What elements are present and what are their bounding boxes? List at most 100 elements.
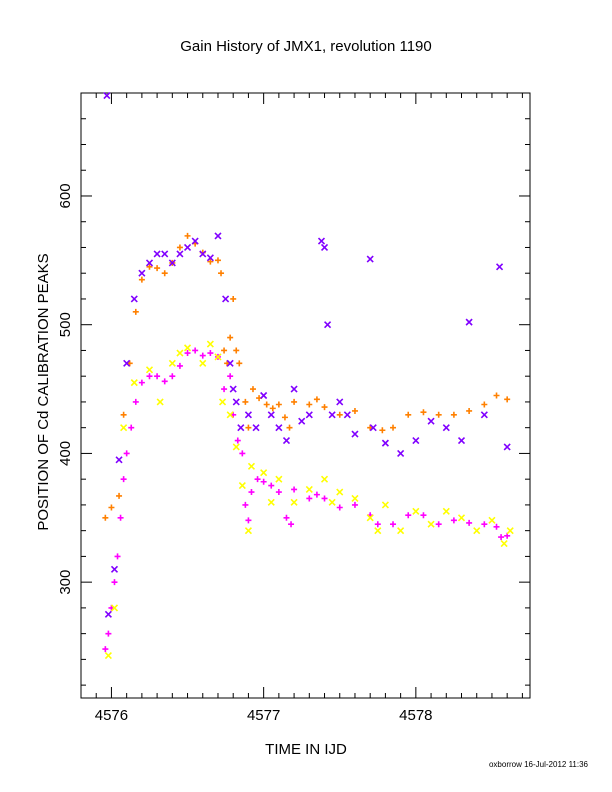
data-point — [480, 411, 488, 419]
data-point — [281, 414, 288, 421]
data-point — [275, 475, 283, 483]
data-point — [156, 398, 164, 406]
data-point — [481, 521, 488, 528]
data-point — [248, 489, 255, 496]
data-point — [420, 409, 427, 416]
data-point — [145, 259, 154, 267]
data-point — [104, 651, 112, 660]
data-point — [138, 379, 145, 386]
data-points — [102, 92, 514, 660]
data-point — [282, 436, 291, 445]
data-point — [390, 521, 397, 528]
data-point — [412, 436, 420, 445]
data-point — [313, 396, 320, 403]
data-point — [245, 424, 252, 431]
data-point — [199, 352, 206, 359]
data-point — [366, 514, 374, 522]
y-tick-label: 400 — [57, 441, 74, 466]
data-point — [227, 334, 234, 341]
data-point — [397, 449, 405, 457]
data-point — [114, 553, 121, 560]
data-point — [103, 92, 111, 100]
data-point — [466, 407, 473, 414]
data-point — [168, 259, 176, 267]
data-point — [244, 411, 252, 419]
data-point — [233, 347, 240, 354]
data-point — [503, 443, 511, 451]
data-point — [102, 646, 109, 653]
y-axis: 300 400 500 600 — [57, 92, 530, 686]
data-point — [412, 507, 420, 515]
data-point — [351, 494, 359, 503]
data-point — [351, 430, 359, 438]
data-point — [427, 520, 435, 528]
data-point — [435, 521, 442, 528]
data-point — [132, 398, 139, 405]
data-point — [110, 565, 119, 573]
data-point — [286, 424, 293, 431]
data-point — [283, 514, 290, 521]
series-0 — [102, 232, 511, 521]
y-tick-label: 600 — [57, 183, 74, 208]
data-point — [252, 424, 260, 432]
data-point — [328, 498, 336, 506]
data-point — [291, 398, 298, 405]
data-point — [244, 527, 252, 535]
data-point — [218, 398, 227, 406]
data-point — [245, 517, 252, 524]
data-point — [123, 450, 130, 457]
data-point — [369, 424, 377, 432]
data-point — [263, 401, 270, 408]
data-point — [260, 469, 268, 477]
data-point — [298, 417, 306, 425]
data-point — [146, 263, 153, 270]
data-point — [214, 353, 222, 361]
data-point — [336, 488, 344, 496]
data-point — [214, 232, 222, 240]
data-point — [236, 360, 243, 367]
data-point — [328, 411, 336, 419]
data-point — [351, 501, 358, 508]
data-point — [290, 498, 298, 506]
data-point — [254, 476, 261, 483]
data-point — [161, 270, 168, 277]
data-point — [442, 507, 450, 515]
data-point — [374, 521, 381, 528]
data-point — [366, 255, 374, 263]
data-point — [493, 392, 500, 399]
data-point — [379, 427, 386, 434]
data-point — [495, 263, 504, 271]
data-point — [405, 411, 412, 418]
data-point — [222, 295, 230, 303]
data-point — [249, 386, 256, 393]
data-point — [267, 411, 275, 419]
data-point — [184, 350, 191, 357]
data-point — [320, 475, 329, 483]
data-point — [504, 532, 511, 539]
data-point — [138, 269, 146, 277]
x-tick-label: 4578 — [399, 707, 432, 724]
data-point — [115, 456, 123, 464]
data-point — [435, 411, 442, 418]
data-point — [291, 486, 298, 493]
data-point — [206, 340, 214, 348]
data-point — [305, 485, 313, 494]
data-point — [206, 254, 214, 262]
data-point — [343, 411, 351, 419]
data-point — [390, 424, 397, 431]
chart-title: Gain History of JMX1, revolution 1190 — [180, 38, 432, 55]
data-point — [120, 411, 127, 418]
data-point — [288, 521, 295, 528]
x-axis: 4576 4577 4578 — [80, 93, 523, 724]
data-point — [351, 407, 358, 414]
data-point — [242, 501, 249, 508]
data-point — [269, 405, 276, 412]
data-point — [488, 516, 496, 524]
data-point — [234, 437, 241, 444]
data-point — [260, 391, 268, 400]
data-point — [498, 534, 505, 541]
data-point — [117, 514, 124, 521]
data-point — [466, 519, 473, 526]
data-point — [504, 396, 511, 403]
data-point — [405, 512, 412, 519]
